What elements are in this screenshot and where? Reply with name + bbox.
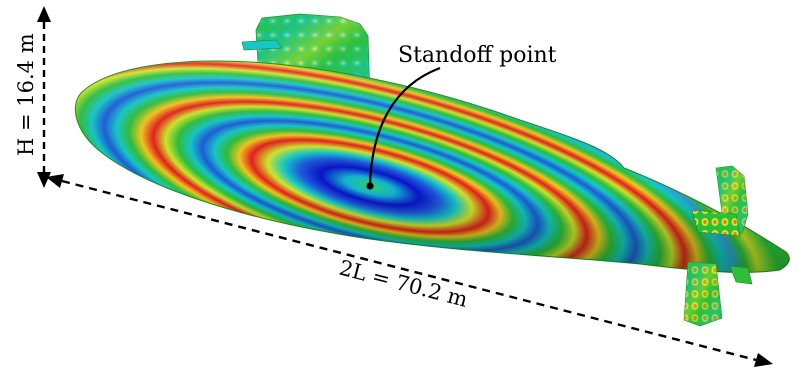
height-label: H = 16.4 m (14, 33, 38, 156)
sail-plane (241, 39, 283, 51)
stern-plane (691, 209, 741, 237)
stern-fins (683, 165, 753, 327)
length-dimension-arrow (46, 174, 773, 367)
length-label: 2L = 70.2 m (337, 256, 471, 312)
standoff-point-marker (366, 182, 374, 190)
height-dimension-arrow (37, 6, 51, 188)
standoff-leader-line (368, 66, 441, 185)
standoff-label: Standoff point (398, 43, 557, 68)
